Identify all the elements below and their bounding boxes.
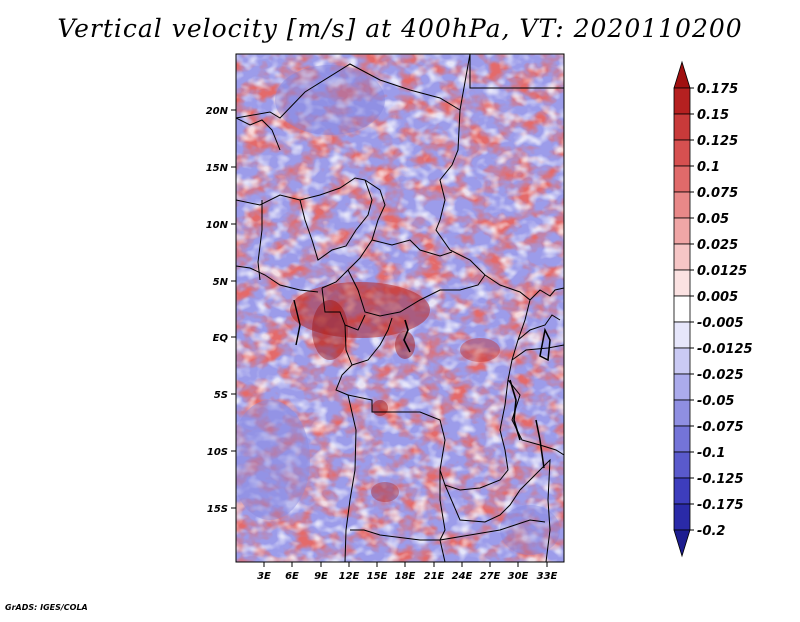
map-frame — [235, 53, 565, 563]
colorbar-segment — [673, 451, 691, 479]
map-title: Vertical velocity [m/s] at 400hPa, VT: 2… — [57, 14, 743, 43]
lon-tick-label: 33E — [537, 571, 558, 582]
colorbar-segment — [673, 529, 691, 558]
grads-credit: GrADS: IGES/COLA — [5, 603, 88, 612]
lon-tick-label: 3E — [257, 571, 271, 582]
latitude-labels: 20N 15N 10N 5N EQ 5S 10S 15S — [206, 106, 229, 515]
colorbar-label: -0.2 — [697, 524, 725, 539]
colorbar-label: 0.0125 — [697, 264, 747, 279]
colorbar-segment — [673, 477, 691, 505]
colorbar-label: 0.125 — [697, 134, 738, 149]
colorbar-segment — [673, 321, 691, 349]
colorbar-label: -0.05 — [697, 394, 734, 409]
colorbar-segment — [673, 503, 691, 531]
lat-tick-label: 15N — [206, 163, 229, 174]
velocity-field — [236, 54, 564, 562]
lon-tick-label: 24E — [452, 571, 473, 582]
colorbar-segment — [673, 243, 691, 271]
colorbar-label: 0.075 — [697, 186, 738, 201]
colorbar-label: -0.025 — [697, 368, 744, 383]
colorbar-label: 0.175 — [697, 82, 738, 97]
colorbar-segment — [673, 165, 691, 193]
lat-tick-label: 10N — [206, 220, 229, 231]
longitude-axis — [263, 562, 548, 567]
colorbar-segment — [673, 373, 691, 401]
lat-tick-label: 10S — [207, 447, 228, 458]
lon-tick-label: 9E — [314, 571, 328, 582]
lon-tick-label: 15E — [367, 571, 388, 582]
colorbar-segment — [673, 217, 691, 245]
colorbar-segment — [673, 113, 691, 141]
lon-tick-label: 12E — [339, 571, 360, 582]
colorbar-label: -0.075 — [697, 420, 744, 435]
colorbar-segment — [673, 191, 691, 219]
colorbar-label: 0.1 — [697, 160, 720, 175]
lat-tick-label: 20N — [206, 106, 229, 117]
colorbar-label: 0.15 — [697, 108, 729, 123]
colorbar-label: -0.175 — [697, 498, 744, 513]
colorbar-label: 0.005 — [697, 290, 738, 305]
country-borders — [236, 54, 564, 562]
lat-tick-label: 5S — [214, 390, 228, 401]
lon-tick-label: 27E — [480, 571, 501, 582]
longitude-labels: 3E 6E 9E 12E 15E 18E 21E 24E 27E 30E 33E — [257, 571, 557, 582]
lon-tick-label: 18E — [395, 571, 416, 582]
lat-tick-label: 15S — [207, 504, 228, 515]
colorbar-label: -0.125 — [697, 472, 744, 487]
colorbar-label: 0.025 — [697, 238, 738, 253]
colorbar-label: -0.0125 — [697, 342, 753, 357]
lon-tick-label: 30E — [508, 571, 529, 582]
colorbar-segment — [673, 60, 691, 89]
colorbar-labels: 0.175 0.15 0.125 0.1 0.075 0.05 0.025 0.0125 0.0… — [690, 82, 753, 539]
colorbar-label: -0.1 — [697, 446, 725, 461]
colorbar-segment — [673, 295, 691, 323]
lat-tick-label: 5N — [213, 277, 229, 288]
colorbar-segment — [673, 347, 691, 375]
colorbar-segment — [673, 269, 691, 297]
lat-tick-label: EQ — [213, 333, 229, 344]
colorbar-segment — [673, 87, 691, 115]
colorbar — [673, 60, 691, 558]
colorbar-label: 0.05 — [697, 212, 729, 227]
colorbar-segment — [673, 399, 691, 427]
colorbar-label: -0.005 — [697, 316, 744, 331]
lon-tick-label: 21E — [424, 571, 445, 582]
lon-tick-label: 6E — [285, 571, 299, 582]
latitude-axis — [231, 109, 236, 509]
colorbar-segment — [673, 425, 691, 453]
colorbar-segment — [673, 139, 691, 167]
